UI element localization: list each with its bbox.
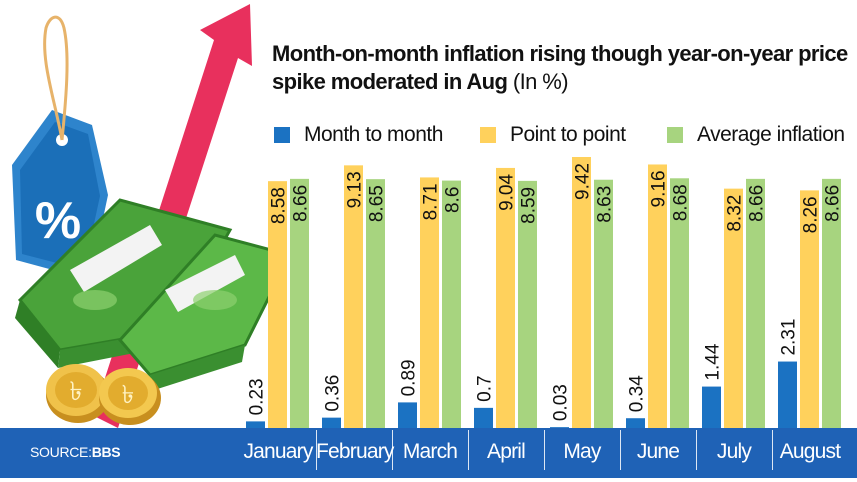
bar-point-to-point-july	[724, 188, 743, 428]
svg-text:৳: ৳	[70, 377, 83, 407]
month-label-july: July	[716, 440, 752, 463]
bar-month-to-month-july	[702, 386, 721, 428]
illustration: % ৳ ৳	[12, 4, 270, 428]
bar-point-to-point-march	[420, 177, 439, 428]
bar-month-to-month-may	[550, 427, 569, 428]
value-label-point-to-point-january: 8.58	[269, 187, 290, 224]
value-label-month-to-month-april: 0.7	[475, 375, 496, 401]
legend-label-month-to-month: Month to month	[304, 123, 443, 146]
legend-label-point-to-point: Point to point	[510, 123, 626, 146]
source-name: BBS	[91, 444, 121, 460]
bar-point-to-point-august	[800, 190, 819, 428]
legend-average-inflation: Average inflation	[667, 120, 845, 150]
bar-average-inflation-january	[290, 178, 309, 428]
bar-month-to-month-march	[398, 402, 417, 428]
value-label-point-to-point-april: 9.04	[497, 174, 518, 211]
month-label-may: May	[563, 440, 601, 463]
svg-text:%: %	[35, 192, 81, 250]
value-label-average-inflation-march: 8.6	[443, 187, 464, 213]
month-label-june: June	[636, 440, 680, 463]
source-note: SOURCE:BBS	[30, 444, 121, 460]
value-label-average-inflation-august: 8.66	[823, 185, 844, 222]
value-label-month-to-month-may: 0.03	[551, 384, 572, 421]
bar-average-inflation-may	[594, 179, 613, 428]
month-separator	[620, 430, 621, 470]
legend-label-average-inflation: Average inflation	[697, 123, 845, 146]
source-label: SOURCE:	[30, 444, 92, 460]
value-label-point-to-point-july: 8.32	[725, 195, 746, 232]
month-separator	[316, 430, 317, 470]
bar-month-to-month-june	[626, 418, 645, 428]
legend-swatch-point-to-point	[480, 127, 496, 143]
value-label-average-inflation-may: 8.63	[595, 186, 616, 223]
value-label-average-inflation-july: 8.66	[747, 185, 768, 222]
bar-point-to-point-january	[268, 181, 287, 428]
bar-point-to-point-june	[648, 164, 667, 428]
bar-average-inflation-june	[670, 178, 689, 428]
bar-average-inflation-july	[746, 178, 765, 428]
value-label-point-to-point-may: 9.42	[573, 163, 594, 200]
money-stack-icon	[15, 198, 270, 392]
footer-bar	[0, 428, 857, 478]
month-label-february: February	[316, 440, 394, 463]
chart-title-text: Month-on-month inflation rising though y…	[272, 41, 848, 94]
month-separator	[392, 430, 393, 470]
value-label-average-inflation-january: 8.66	[291, 185, 312, 222]
month-separator	[468, 430, 469, 470]
value-label-average-inflation-february: 8.65	[367, 185, 388, 222]
value-label-average-inflation-april: 8.59	[519, 187, 540, 224]
value-label-point-to-point-august: 8.26	[801, 196, 822, 233]
chart-unit: (In %)	[512, 69, 569, 94]
value-label-month-to-month-january: 0.23	[247, 378, 268, 415]
bar-point-to-point-april	[496, 167, 515, 428]
bar-average-inflation-march	[442, 180, 461, 428]
value-label-month-to-month-february: 0.36	[323, 375, 344, 412]
bar-month-to-month-february	[322, 417, 341, 428]
value-label-month-to-month-august: 2.31	[779, 319, 800, 356]
coins-icon: ৳ ৳	[46, 364, 161, 425]
value-label-point-to-point-february: 9.13	[345, 171, 366, 208]
value-label-month-to-month-june: 0.34	[627, 375, 648, 412]
chart-title: Month-on-month inflation rising though y…	[272, 40, 852, 96]
bar-month-to-month-april	[474, 407, 493, 428]
value-label-month-to-month-july: 1.44	[703, 343, 724, 380]
legend-month-to-month: Month to month	[274, 120, 443, 150]
bar-average-inflation-april	[518, 180, 537, 428]
bar-month-to-month-january	[246, 421, 265, 428]
value-label-point-to-point-march: 8.71	[421, 183, 442, 220]
month-separator	[544, 430, 545, 470]
value-label-month-to-month-march: 0.89	[399, 359, 420, 396]
bar-point-to-point-may	[572, 157, 591, 428]
legend-swatch-average-inflation	[667, 127, 683, 143]
bar-point-to-point-february	[344, 165, 363, 428]
month-separator	[772, 430, 773, 470]
bar-month-to-month-august	[778, 361, 797, 428]
month-label-august: August	[779, 440, 841, 463]
value-label-average-inflation-june: 8.68	[671, 184, 692, 221]
bar-average-inflation-august	[822, 178, 841, 428]
svg-text:৳: ৳	[122, 380, 134, 409]
month-label-january: January	[243, 440, 313, 463]
value-label-point-to-point-june: 9.16	[649, 170, 670, 207]
month-label-march: March	[402, 440, 458, 463]
legend-point-to-point: Point to point	[480, 120, 626, 150]
month-label-april: April	[486, 440, 526, 463]
bar-average-inflation-february	[366, 179, 385, 428]
legend-swatch-month-to-month	[274, 127, 290, 143]
month-separator	[696, 430, 697, 470]
